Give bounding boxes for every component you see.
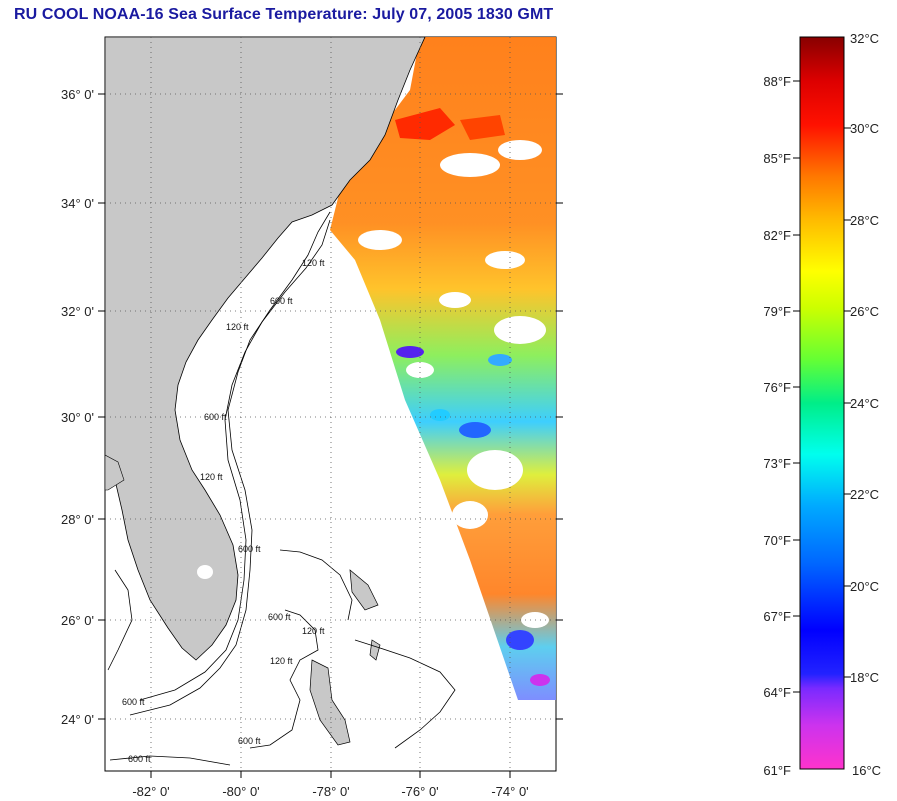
contour-label: 120 ft [302, 626, 325, 636]
fahrenheit-label: 88°F [763, 74, 791, 89]
lat-label: 36° 0' [61, 87, 94, 102]
lat-label: 26° 0' [61, 613, 94, 628]
lat-label: 30° 0' [61, 410, 94, 425]
celsius-label: 16°C [852, 763, 881, 778]
fahrenheit-label: 61°F [763, 763, 791, 778]
fahrenheit-label: 67°F [763, 609, 791, 624]
sst-swath [330, 37, 556, 700]
graticule [105, 37, 556, 771]
lat-label: 34° 0' [61, 196, 94, 211]
celsius-label: 22°C [850, 487, 879, 502]
colorbar-gradient [799, 36, 845, 770]
lat-label: 28° 0' [61, 512, 94, 527]
contour-label: 120 ft [270, 656, 293, 666]
bathymetry-contours [107, 211, 456, 766]
contour-label: 120 ft [226, 322, 249, 332]
fahrenheit-label: 85°F [763, 151, 791, 166]
fahrenheit-label: 73°F [763, 456, 791, 471]
celsius-label: 20°C [850, 579, 879, 594]
lat-label: 24° 0' [61, 712, 94, 727]
celsius-label: 24°C [850, 396, 879, 411]
lon-label: -78° 0' [312, 784, 349, 799]
lon-label: -80° 0' [222, 784, 259, 799]
fahrenheit-label: 70°F [763, 533, 791, 548]
celsius-label: 32°C [850, 31, 879, 46]
celsius-label: 26°C [850, 304, 879, 319]
celsius-label: 18°C [850, 670, 879, 685]
contour-label: 120 ft [200, 472, 223, 482]
contour-label: 120 ft [302, 258, 325, 268]
celsius-label: 28°C [850, 213, 879, 228]
frame-ticks [98, 93, 563, 778]
lon-label: -76° 0' [401, 784, 438, 799]
lat-label: 32° 0' [61, 304, 94, 319]
fahrenheit-label: 82°F [763, 228, 791, 243]
latitude-labels: 24° 0' 26° 0' 28° 0' 30° 0' 32° 0' 34° 0… [61, 87, 94, 727]
bahamas-islands [309, 569, 381, 746]
contour-label: 600 ft [238, 736, 261, 746]
temperature-colorbar: 32°C 30°C 28°C 26°C 24°C 22°C 20°C 18°C … [763, 31, 881, 778]
contour-label: 600 ft [238, 544, 261, 554]
fahrenheit-label: 76°F [763, 380, 791, 395]
lon-label: -74° 0' [491, 784, 528, 799]
contour-labels: 120 ft 600 ft 120 ft 600 ft 120 ft 600 f… [122, 258, 325, 764]
lon-label: -82° 0' [132, 784, 169, 799]
lake-okeechobee [197, 565, 213, 579]
map-title: RU COOL NOAA-16 Sea Surface Temperature:… [14, 6, 554, 23]
contour-label: 600 ft [268, 612, 291, 622]
us-landmass [105, 37, 426, 661]
fahrenheit-label: 79°F [763, 304, 791, 319]
florida-panhandle [105, 454, 125, 491]
contour-label: 600 ft [270, 296, 293, 306]
contour-label: 600 ft [128, 754, 151, 764]
contour-label: 600 ft [122, 697, 145, 707]
celsius-label: 30°C [850, 121, 879, 136]
longitude-labels: -82° 0' -80° 0' -78° 0' -76° 0' -74° 0' [132, 784, 528, 799]
fahrenheit-label: 64°F [763, 685, 791, 700]
contour-label: 600 ft [204, 412, 227, 422]
